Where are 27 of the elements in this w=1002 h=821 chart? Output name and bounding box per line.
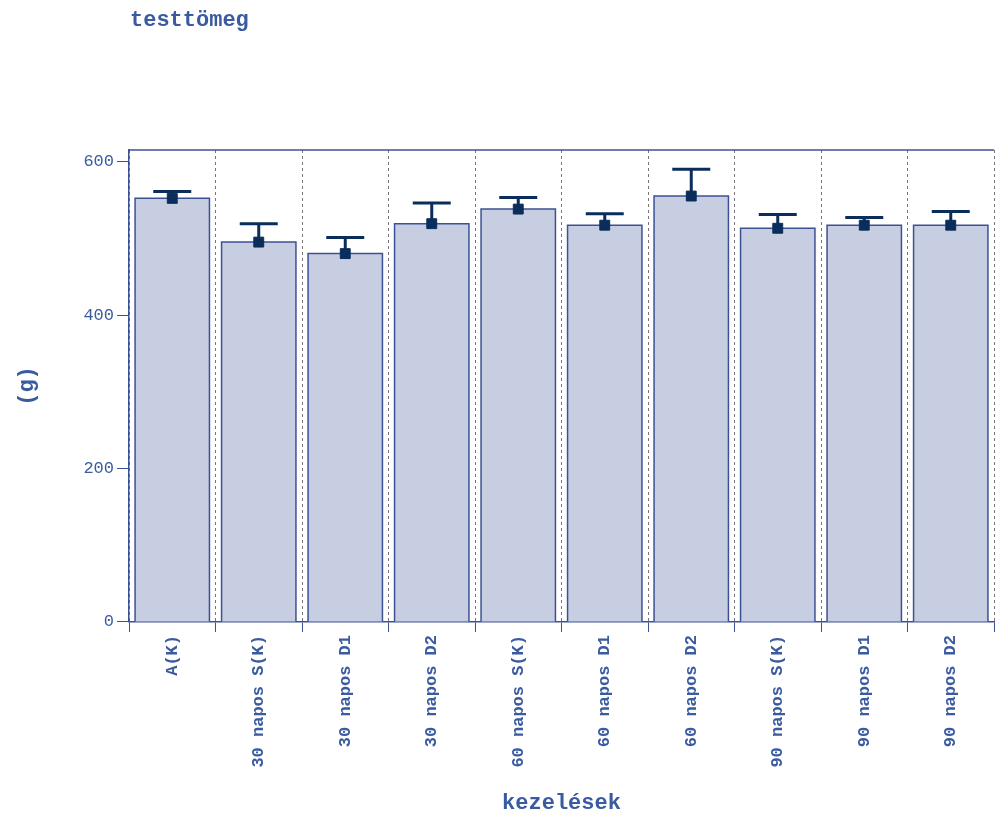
- y-tick-label: 600: [83, 152, 114, 172]
- x-tick-label: 90 napos S(K): [768, 634, 788, 768]
- x-axis-title: kezelések: [502, 791, 621, 817]
- point: [253, 236, 265, 248]
- y-tick-label: 0: [103, 612, 114, 632]
- y-tick-label: 400: [83, 305, 114, 325]
- x-tick-label: 60 napos S(K): [508, 634, 528, 768]
- point: [166, 192, 178, 204]
- point: [772, 222, 784, 234]
- point: [426, 218, 438, 230]
- x-tick-label: A(K): [162, 634, 182, 676]
- y-axis-title: (g): [14, 366, 40, 406]
- x-tick-label: 30 napos S(K): [249, 634, 269, 768]
- point: [339, 248, 351, 260]
- x-tick-label: 60 napos D1: [595, 634, 615, 748]
- x-tick-label: 90 napos D2: [941, 634, 961, 748]
- point: [599, 219, 611, 231]
- x-tick-label: 60 napos D2: [681, 634, 701, 748]
- x-tick-label: 30 napos D2: [422, 634, 442, 748]
- point: [945, 219, 957, 231]
- x-tick-label: 90 napos D1: [854, 634, 874, 748]
- point: [685, 190, 697, 202]
- point: [512, 203, 524, 215]
- chart-title: testtömeg: [130, 8, 249, 33]
- y-tick-label: 200: [83, 458, 114, 478]
- x-tick-label: 30 napos D1: [335, 634, 355, 748]
- point: [858, 219, 870, 231]
